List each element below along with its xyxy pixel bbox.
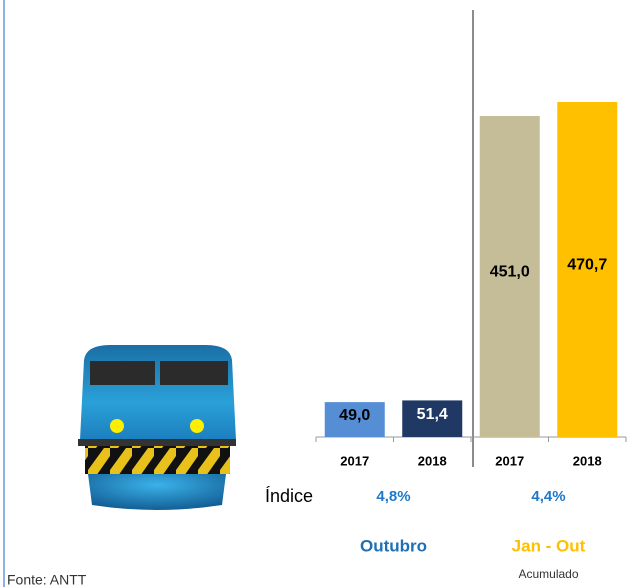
x-tick-label: 2017 (495, 453, 524, 468)
index-value: 4,4% (531, 488, 565, 505)
value-label: 51,4 (417, 406, 448, 423)
index-label: Índice (265, 486, 313, 506)
group-name: Outubro (360, 536, 427, 555)
value-label: 451,0 (490, 264, 530, 281)
value-label: 470,7 (567, 257, 607, 274)
x-tick-label: 2018 (418, 453, 447, 468)
bar (479, 116, 540, 438)
train-icon (78, 345, 236, 510)
x-tick-label: 2018 (573, 453, 602, 468)
index-value: 4,8% (376, 488, 410, 505)
group-name: Jan - Out (512, 536, 586, 555)
bar (402, 400, 463, 437)
bar (557, 102, 618, 437)
value-label: 49,0 (339, 407, 370, 424)
source: Fonte: ANTT (7, 572, 87, 587)
x-tick-label: 2017 (340, 453, 369, 468)
group-subtitle: Acumulado (518, 567, 578, 581)
bar (324, 402, 385, 437)
